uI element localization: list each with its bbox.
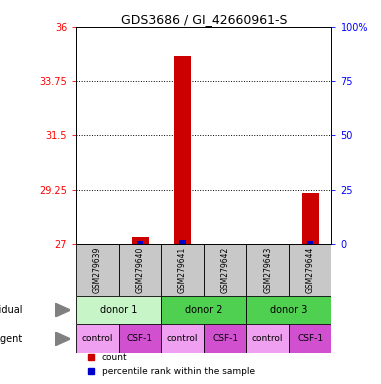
Bar: [289, 324, 331, 353]
Bar: [247, 324, 289, 353]
Text: GSM279644: GSM279644: [306, 247, 315, 293]
Text: GSM279643: GSM279643: [263, 247, 272, 293]
Bar: [131, 237, 149, 244]
Text: GSM279640: GSM279640: [136, 247, 144, 293]
Title: GDS3686 / GI_42660961-S: GDS3686 / GI_42660961-S: [120, 13, 287, 26]
Text: individual: individual: [0, 305, 23, 315]
Polygon shape: [55, 303, 70, 317]
Text: control: control: [82, 334, 113, 343]
Text: CSF-1: CSF-1: [297, 334, 323, 343]
Bar: [137, 241, 143, 244]
Text: donor 1: donor 1: [100, 305, 138, 315]
Bar: [247, 244, 289, 296]
Text: control: control: [252, 334, 283, 343]
Bar: [179, 240, 186, 244]
Bar: [161, 244, 204, 296]
Text: donor 2: donor 2: [185, 305, 223, 315]
Bar: [289, 244, 331, 296]
Text: CSF-1: CSF-1: [212, 334, 238, 343]
Bar: [247, 296, 331, 324]
Bar: [302, 193, 319, 244]
Polygon shape: [55, 332, 70, 346]
Bar: [119, 324, 161, 353]
Bar: [204, 244, 247, 296]
Text: GSM279639: GSM279639: [93, 247, 102, 293]
Bar: [307, 241, 314, 244]
Bar: [204, 324, 247, 353]
Text: donor 3: donor 3: [270, 305, 307, 315]
Bar: [76, 244, 119, 296]
Text: GSM279641: GSM279641: [178, 247, 187, 293]
Bar: [76, 324, 119, 353]
Bar: [161, 324, 204, 353]
Text: control: control: [167, 334, 199, 343]
Bar: [119, 244, 161, 296]
Bar: [161, 296, 247, 324]
Legend: count, percentile rank within the sample: count, percentile rank within the sample: [85, 350, 258, 379]
Text: CSF-1: CSF-1: [127, 334, 153, 343]
Bar: [174, 56, 191, 244]
Text: GSM279642: GSM279642: [221, 247, 230, 293]
Bar: [76, 296, 161, 324]
Text: agent: agent: [0, 334, 23, 344]
